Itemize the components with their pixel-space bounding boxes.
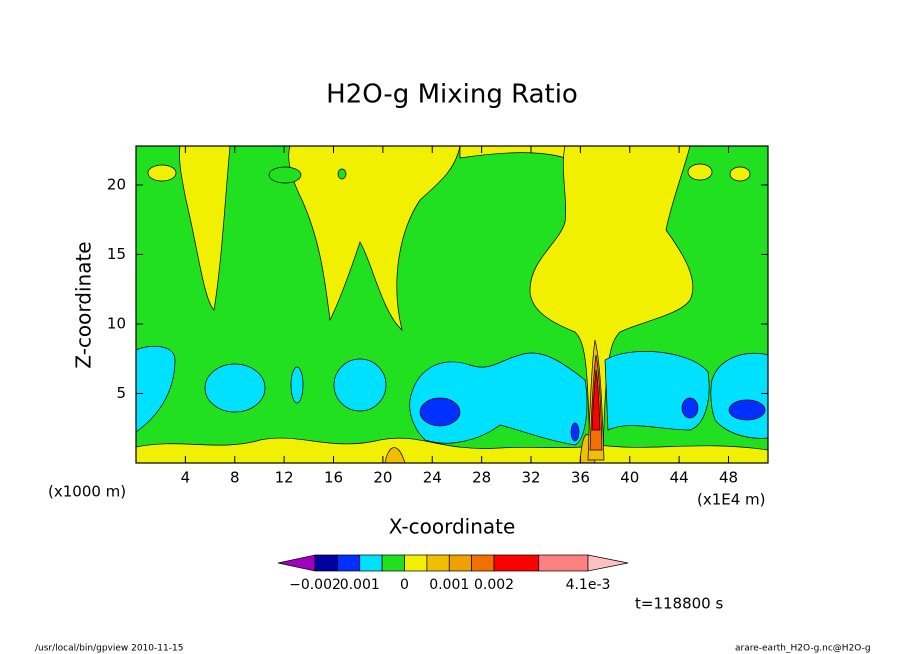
x-tick-label: 8 (230, 469, 240, 487)
x-unit: (x1E4 m) (697, 491, 766, 509)
colorbar-box (426, 554, 450, 572)
colorbar-box (404, 554, 428, 572)
x-tick-label: 48 (719, 469, 738, 487)
y-axis-label: Z-coordinate (72, 241, 96, 368)
colorbar-box (337, 554, 361, 572)
x-tick-label: 12 (275, 469, 294, 487)
plot-frame (135, 145, 769, 464)
x-tick-label: 36 (571, 469, 590, 487)
x-unit: (x1000 m) (48, 483, 126, 501)
colorbar-under (277, 554, 316, 572)
x-tick-label: 20 (373, 469, 392, 487)
colorbar-box (359, 554, 383, 572)
colorbar-over (587, 554, 629, 572)
time-label: t=118800 s (635, 595, 723, 613)
x-tick-label: 24 (423, 469, 442, 487)
x-tick-label: 28 (472, 469, 491, 487)
colorbar-box (538, 554, 589, 572)
x-axis-label: X-coordinate (389, 515, 516, 539)
colorbar-box (314, 554, 338, 572)
x-tick-label: 4 (181, 469, 191, 487)
colorbar-tick-label: 0 (400, 577, 409, 593)
y-tick-label: 15 (107, 245, 126, 263)
colorbar-tick-label: 0.001 (340, 577, 380, 593)
footer: /usr/local/bin/gpview 2010-11-15 (35, 644, 183, 654)
chart-title: H2O-g Mixing Ratio (326, 80, 578, 110)
colorbar-tick-label: 4.1e-3 (566, 577, 611, 593)
colorbar-tick-label: 0.002 (474, 577, 514, 593)
y-tick-label: 10 (107, 314, 126, 332)
contour-field (135, 145, 769, 464)
colorbar-tick-label: 0.001 (429, 577, 469, 593)
y-tick-label: 5 (116, 384, 126, 402)
colorbar-box (493, 554, 540, 572)
x-tick-label: 16 (324, 469, 343, 487)
footer: arare-earth_H2O-g.nc@H2O-g (735, 644, 871, 654)
x-tick-label: 32 (521, 469, 540, 487)
colorbar-tick-label: −0.002 (289, 577, 341, 593)
colorbar-box (448, 554, 472, 572)
x-tick-label: 44 (670, 469, 689, 487)
colorbar-box (471, 554, 495, 572)
colorbar-box (381, 554, 405, 572)
y-tick-label: 20 (107, 175, 126, 193)
x-tick-label: 40 (620, 469, 639, 487)
